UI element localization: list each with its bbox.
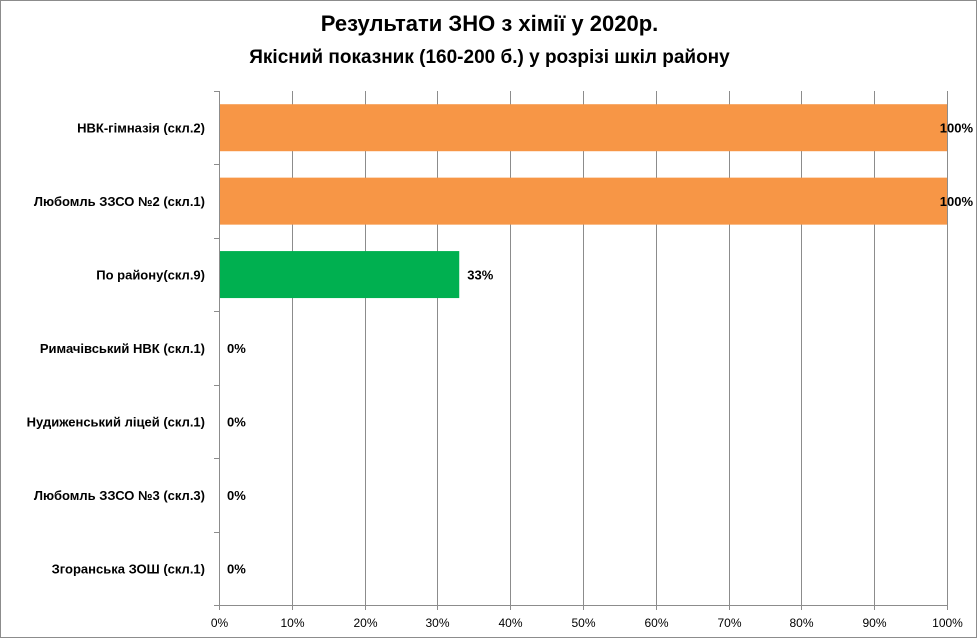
x-tick-label: 10% xyxy=(280,616,304,630)
data-label: 100% xyxy=(940,121,974,136)
x-tick-label: 50% xyxy=(571,616,595,630)
data-label: 100% xyxy=(940,194,974,209)
data-label: 0% xyxy=(227,561,246,576)
x-tick-label: 70% xyxy=(717,616,741,630)
x-tick-label: 20% xyxy=(353,616,377,630)
x-tick-label: 100% xyxy=(932,616,963,630)
bar xyxy=(220,177,947,225)
category-label: По району(скл.9) xyxy=(96,268,205,283)
bar xyxy=(220,104,947,152)
category-label: Любомль ЗЗСО №2 (скл.1) xyxy=(34,194,205,209)
bars xyxy=(220,104,947,299)
category-label: Нудиженський ліцей (скл.1) xyxy=(27,414,205,429)
data-label: 0% xyxy=(227,341,246,356)
category-label: Згоранська ЗОШ (скл.1) xyxy=(52,561,205,576)
data-label: 0% xyxy=(227,414,246,429)
data-label: 33% xyxy=(467,268,493,283)
x-tick-label: 30% xyxy=(425,616,449,630)
x-tick-label: 90% xyxy=(862,616,886,630)
category-label: Римачівський НВК (скл.1) xyxy=(40,341,205,356)
bar xyxy=(220,251,460,299)
data-label: 0% xyxy=(227,488,246,503)
chart-title: Результати ЗНО з хімії у 2020р. xyxy=(320,11,659,36)
x-tick-label: 40% xyxy=(498,616,522,630)
gridlines xyxy=(214,91,948,610)
category-label: НВК-гімназія (скл.2) xyxy=(77,121,205,136)
x-tick-label: 80% xyxy=(789,616,813,630)
x-tick-label: 60% xyxy=(644,616,668,630)
labels: 0% 10% 20% 30% 40% 50% 60% 70% 80% 90% 100% НВК-гім… xyxy=(27,121,974,630)
category-label: Любомль ЗЗСО №3 (скл.3) xyxy=(34,488,205,503)
x-tick-label: 0% xyxy=(211,616,229,630)
chart-subtitle: Якісний показник (160-200 б.) у розрізі … xyxy=(249,47,730,68)
